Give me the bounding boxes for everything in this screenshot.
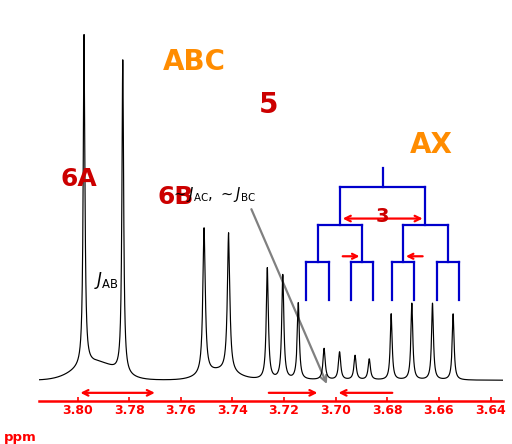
Text: $\sim J_{\mathrm{AC}},\, \sim J_{\mathrm{BC}}$: $\sim J_{\mathrm{AC}},\, \sim J_{\mathrm…: [171, 185, 255, 204]
Text: $J_{\mathrm{AB}}$: $J_{\mathrm{AB}}$: [94, 270, 119, 291]
Text: ABC: ABC: [163, 48, 226, 76]
Text: ppm: ppm: [4, 431, 36, 444]
Text: AX: AX: [410, 131, 453, 159]
Text: 6A: 6A: [60, 167, 97, 191]
Text: 5: 5: [259, 91, 279, 119]
Text: 6B: 6B: [158, 185, 194, 209]
Text: 3: 3: [376, 207, 390, 226]
